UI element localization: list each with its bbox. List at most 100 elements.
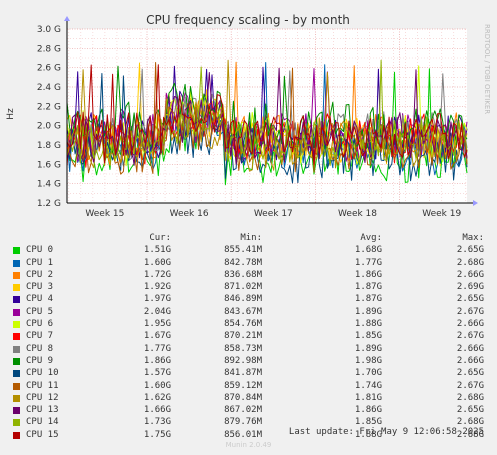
legend-name: CPU 0 (26, 245, 54, 256)
chart-title: CPU frequency scaling - by month (146, 13, 350, 27)
y-tick-labels: 1.2 G 1.4 G 1.6 G 1.8 G 2.0 G 2.2 G 2.4 G 2.6 G… (37, 25, 61, 209)
legend-row: CPU 10 1.57G 841.87M 1.70G 2.65G (0, 368, 497, 380)
legend-swatch (13, 284, 20, 292)
legend-name: CPU 8 (26, 343, 54, 354)
series-line-cpu-14 (66, 59, 468, 167)
y-axis-label: Hz (6, 108, 16, 120)
legend-swatch (13, 271, 20, 279)
legend-swatch (13, 419, 20, 427)
x-tick-labels: Week 15 Week 16 Week 17 Week 18 Week 19 (85, 209, 461, 219)
legend-swatch (13, 431, 20, 439)
x-tick-label: Week 19 (422, 209, 461, 219)
legend-min: 879.76M (224, 417, 262, 428)
legend-avg: 1.88G (354, 319, 382, 330)
legend-row: CPU 1 1.60G 842.78M 1.77G 2.68G (0, 258, 497, 270)
legend-name: CPU 12 (26, 392, 59, 403)
legend-swatch (13, 345, 20, 353)
series-lines (66, 59, 468, 186)
legend-row: CPU 5 2.04G 843.67M 1.89G 2.67G (0, 307, 497, 319)
legend-swatch (13, 308, 20, 316)
legend-row: CPU 14 1.73G 879.76M 1.85G 2.68G (0, 417, 497, 429)
legend-swatch (13, 370, 20, 378)
legend-min: 846.89M (224, 294, 262, 305)
legend-row: CPU 15 1.75G 856.01M 1.88G 2.68G (0, 430, 497, 442)
legend-col-avg: Avg: (360, 233, 382, 243)
legend-avg: 1.86G (354, 405, 382, 416)
legend-cur: 1.73G (143, 417, 171, 428)
legend-row: CPU 6 1.95G 854.76M 1.88G 2.66G (0, 319, 497, 331)
y-tick-label: 3.0 G (37, 25, 61, 35)
legend-cur: 1.75G (143, 429, 171, 440)
legend-avg: 1.89G (354, 343, 382, 354)
legend-swatch (13, 247, 20, 255)
legend-cur: 1.72G (143, 269, 171, 280)
legend-name: CPU 6 (26, 319, 54, 330)
legend: Cur: Min: Avg: Max: CPU 0 1.51G 855.41M 1.6… (0, 233, 497, 442)
legend-avg: 1.74G (354, 380, 382, 391)
legend-name: CPU 3 (26, 282, 54, 293)
legend-max: 2.66G (456, 269, 484, 280)
legend-avg: 1.86G (354, 269, 382, 280)
legend-cur: 1.57G (143, 368, 171, 379)
legend-swatch (13, 259, 20, 267)
legend-min: 892.98M (224, 355, 262, 366)
legend-max: 2.68G (456, 429, 484, 440)
legend-row: CPU 4 1.97G 846.89M 1.87G 2.65G (0, 294, 497, 306)
legend-max: 2.68G (456, 392, 484, 403)
legend-avg: 1.85G (354, 331, 382, 342)
legend-name: CPU 11 (26, 380, 59, 391)
legend-name: CPU 13 (26, 405, 59, 416)
y-tick-label: 1.2 G (37, 199, 61, 209)
legend-max: 2.68G (456, 417, 484, 428)
legend-row: CPU 12 1.62G 870.84M 1.81G 2.68G (0, 393, 497, 405)
legend-swatch (13, 333, 20, 341)
legend-max: 2.68G (456, 257, 484, 268)
legend-col-cur: Cur: (149, 233, 171, 243)
y-tick-label: 2.8 G (37, 44, 61, 54)
x-tick-label: Week 18 (338, 209, 377, 219)
legend-max: 2.65G (456, 245, 484, 256)
legend-col-min: Min: (240, 233, 262, 243)
legend-min: 870.21M (224, 331, 262, 342)
legend-swatch (13, 382, 20, 390)
legend-max: 2.66G (456, 355, 484, 366)
legend-cur: 1.95G (143, 319, 171, 330)
legend-min: 843.67M (224, 306, 262, 317)
legend-row: CPU 9 1.86G 892.98M 1.98G 2.66G (0, 356, 497, 368)
legend-max: 2.66G (456, 343, 484, 354)
legend-name: CPU 1 (26, 257, 54, 268)
legend-row: CPU 11 1.60G 859.12M 1.74G 2.67G (0, 381, 497, 393)
y-axis-arrow-icon (64, 16, 70, 21)
legend-min: 867.02M (224, 405, 262, 416)
legend-name: CPU 2 (26, 269, 54, 280)
legend-max: 2.67G (456, 331, 484, 342)
legend-cur: 1.66G (143, 405, 171, 416)
legend-max: 2.67G (456, 380, 484, 391)
y-tick-label: 2.0 G (37, 122, 61, 132)
legend-max: 2.65G (456, 405, 484, 416)
legend-min: 854.76M (224, 319, 262, 330)
legend-row: CPU 13 1.66G 867.02M 1.86G 2.65G (0, 405, 497, 417)
legend-row: CPU 0 1.51G 855.41M 1.68G 2.65G (0, 245, 497, 257)
y-tick-label: 1.4 G (37, 180, 61, 190)
legend-min: 858.73M (224, 343, 262, 354)
y-tick-label: 2.2 G (37, 102, 61, 112)
legend-avg: 1.70G (354, 368, 382, 379)
side-label: RRDTOOL / TOBI OETIKER (483, 24, 491, 114)
legend-avg: 1.77G (354, 257, 382, 268)
y-tick-label: 1.8 G (37, 141, 61, 151)
legend-header: Cur: Min: Avg: Max: (0, 233, 497, 245)
legend-name: CPU 5 (26, 306, 54, 317)
legend-max: 2.66G (456, 319, 484, 330)
legend-avg: 1.87G (354, 294, 382, 305)
legend-avg: 1.87G (354, 282, 382, 293)
legend-max: 2.65G (456, 294, 484, 305)
x-tick-label: Week 17 (254, 209, 293, 219)
legend-min: 871.02M (224, 282, 262, 293)
legend-max: 2.67G (456, 306, 484, 317)
legend-row: CPU 7 1.67G 870.21M 1.85G 2.67G (0, 331, 497, 343)
x-tick-label: Week 15 (85, 209, 124, 219)
legend-name: CPU 15 (26, 429, 59, 440)
legend-avg: 1.98G (354, 355, 382, 366)
legend-min: 870.84M (224, 392, 262, 403)
